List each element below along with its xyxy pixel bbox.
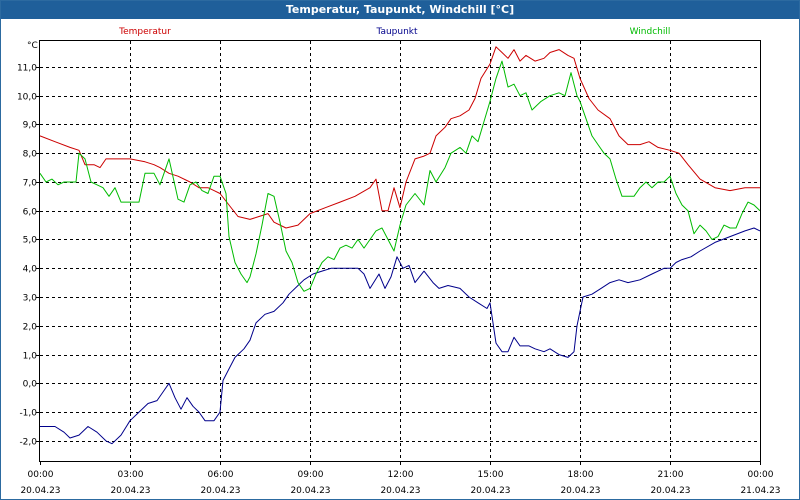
x-tick-time-label: 03:00 [118, 470, 144, 480]
x-tick-time-label: 00:00 [28, 470, 54, 480]
window-title: Temperatur, Taupunkt, Windchill [°C] [1, 1, 799, 19]
x-tick-time-label: 21:00 [658, 470, 684, 480]
y-tick-label: 8,0 [23, 150, 38, 160]
x-tick-time-label: 09:00 [298, 470, 324, 480]
x-tick-date-label: 20.04.23 [290, 486, 330, 496]
y-tick-label: 2,0 [23, 323, 38, 333]
series-line-windchill [39, 60, 761, 292]
y-tick-label: 1,0 [23, 352, 38, 362]
y-tick-label: 0,0 [23, 380, 38, 390]
x-tick-time-label: 06:00 [208, 470, 234, 480]
y-tick-label: 10,0 [17, 93, 37, 103]
x-tick-time-label: 15:00 [478, 470, 504, 480]
x-tick-date-label: 21.04.23 [740, 486, 780, 496]
y-tick-label: 7,0 [23, 179, 38, 189]
x-tick-time-label: 12:00 [388, 470, 414, 480]
grid-lines [40, 41, 760, 461]
x-tick-date-label: 20.04.23 [650, 486, 690, 496]
legend-entry-temperatur: Temperatur [118, 27, 171, 37]
legend: Temperatur Taupunkt Windchill [118, 27, 670, 37]
x-tick-time-label: 18:00 [568, 470, 594, 480]
axis-ticks: -2,0 -1,0 0,0 1,0 2,0 3,0 4,0 5,0 6,0 7,0 8,0 9,0 10… [17, 64, 781, 497]
x-tick-date-label: 20.04.23 [200, 486, 240, 496]
series-line-taupunkt [40, 227, 761, 445]
y-tick-label: 4,0 [23, 265, 38, 275]
x-tick-date-label: 20.04.23 [110, 486, 150, 496]
y-tick-label: 9,0 [23, 121, 38, 131]
x-tick-date-label: 20.04.23 [470, 486, 510, 496]
y-tick-label: -1,0 [19, 409, 37, 419]
y-tick-label: 3,0 [23, 294, 38, 304]
y-tick-label: 11,0 [17, 64, 37, 74]
x-tick-date-label: 20.04.23 [560, 486, 600, 496]
series-lines [39, 46, 761, 445]
x-tick-date-label: 20.04.23 [20, 486, 60, 496]
y-tick-label: 6,0 [23, 208, 38, 218]
x-tick-time-label: 00:00 [748, 470, 774, 480]
y-tick-label: -2,0 [19, 438, 37, 448]
legend-entry-windchill: Windchill [630, 27, 671, 37]
x-tick-date-label: 20.04.23 [380, 486, 420, 496]
legend-entry-taupunkt: Taupunkt [375, 27, 418, 37]
y-axis-unit-label: °C [27, 41, 38, 51]
y-tick-label: 5,0 [23, 236, 38, 246]
series-line-temperatur [39, 46, 760, 229]
